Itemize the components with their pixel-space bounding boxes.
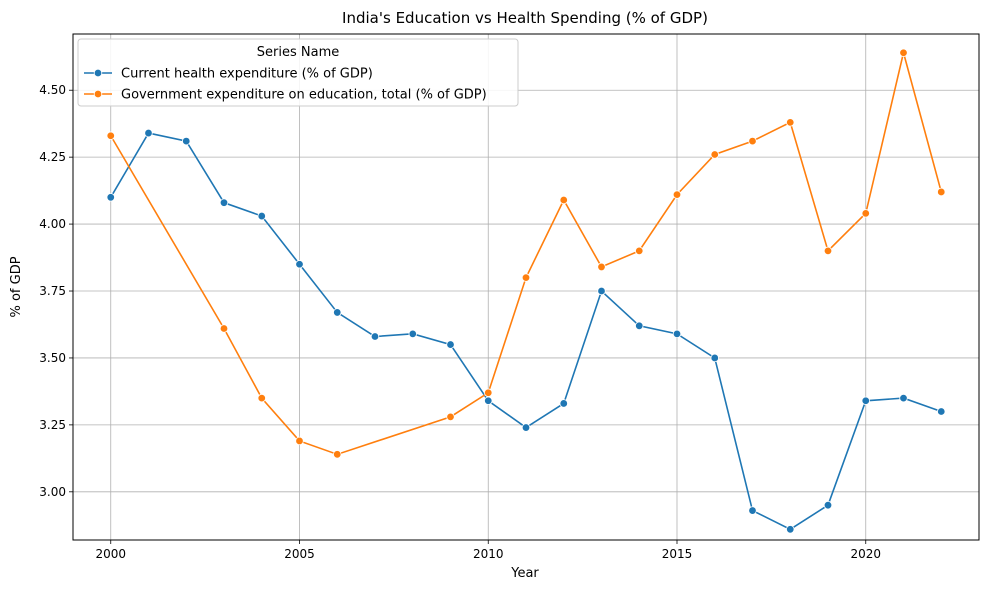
legend-entry-label: Government expenditure on education, tot… (121, 88, 487, 103)
x-tick-label: 2010 (473, 547, 504, 561)
data-point (823, 500, 833, 510)
data-point (786, 118, 795, 127)
y-tick-label: 4.50 (39, 83, 66, 97)
legend-marker (93, 89, 103, 99)
data-point (559, 399, 568, 408)
y-tick-label: 3.25 (39, 418, 66, 432)
data-point (333, 308, 342, 317)
x-tick-label: 2020 (850, 547, 881, 561)
y-tick-label: 4.00 (39, 217, 66, 231)
x-tick-label: 2000 (95, 547, 126, 561)
data-point (257, 393, 266, 403)
data-point (748, 506, 757, 515)
data-point (333, 450, 342, 459)
data-point (861, 209, 870, 218)
x-tick-label: 2005 (284, 547, 315, 561)
data-point (597, 286, 606, 296)
y-axis: 3.00 3.25 3.50 3.75 4.00 4.25 4.50 (39, 83, 73, 499)
legend-box (77, 38, 519, 107)
data-point (937, 407, 946, 416)
data-point (144, 128, 153, 138)
series-line-2 (110, 52, 943, 456)
data-point (710, 353, 719, 363)
data-point (748, 136, 757, 146)
x-axis-label: Year (510, 566, 539, 581)
legend-title: Series Name (257, 45, 339, 60)
legend-marker (93, 68, 103, 78)
data-point (710, 150, 719, 159)
data-point (672, 190, 682, 199)
x-tick-label: 2015 (662, 547, 693, 561)
data-point (106, 131, 115, 140)
data-point (635, 246, 644, 256)
data-point (182, 136, 191, 146)
y-tick-label: 3.50 (39, 351, 66, 365)
data-point (899, 48, 908, 57)
data-point (635, 321, 644, 331)
data-point (484, 388, 493, 397)
series-layer (106, 48, 946, 534)
data-point (106, 193, 115, 202)
data-point (597, 262, 606, 272)
data-point (219, 198, 229, 207)
data-point (446, 340, 455, 349)
data-point (446, 412, 455, 422)
data-point (899, 393, 908, 403)
x-axis: 2000 2005 2010 2015 2020 (95, 540, 881, 561)
data-point (219, 324, 229, 333)
data-point (484, 396, 493, 405)
data-point (521, 423, 531, 432)
y-axis-label: % of GDP (9, 256, 24, 317)
data-point (559, 195, 568, 205)
y-tick-label: 3.75 (39, 284, 66, 298)
plot-frame (72, 33, 980, 541)
data-point (937, 187, 946, 197)
data-point (672, 329, 682, 339)
y-tick-label: 4.25 (39, 150, 66, 164)
data-point (295, 260, 304, 269)
legend-entries: Current health expenditure (% of GDP) Gov… (84, 67, 487, 103)
y-tick-label: 3.00 (39, 485, 66, 499)
legend: Series Name Current health expenditure (… (77, 38, 519, 107)
data-point (408, 329, 417, 339)
data-point (786, 525, 795, 534)
data-point (295, 436, 304, 446)
series-line-1 (110, 132, 942, 531)
chart-title: India's Education vs Health Spending (% … (342, 9, 708, 27)
data-point (257, 211, 266, 221)
data-point (521, 273, 531, 282)
data-point (370, 332, 380, 341)
data-point (823, 246, 833, 256)
data-point (861, 396, 870, 405)
legend-entry-label: Current health expenditure (% of GDP) (121, 67, 373, 82)
